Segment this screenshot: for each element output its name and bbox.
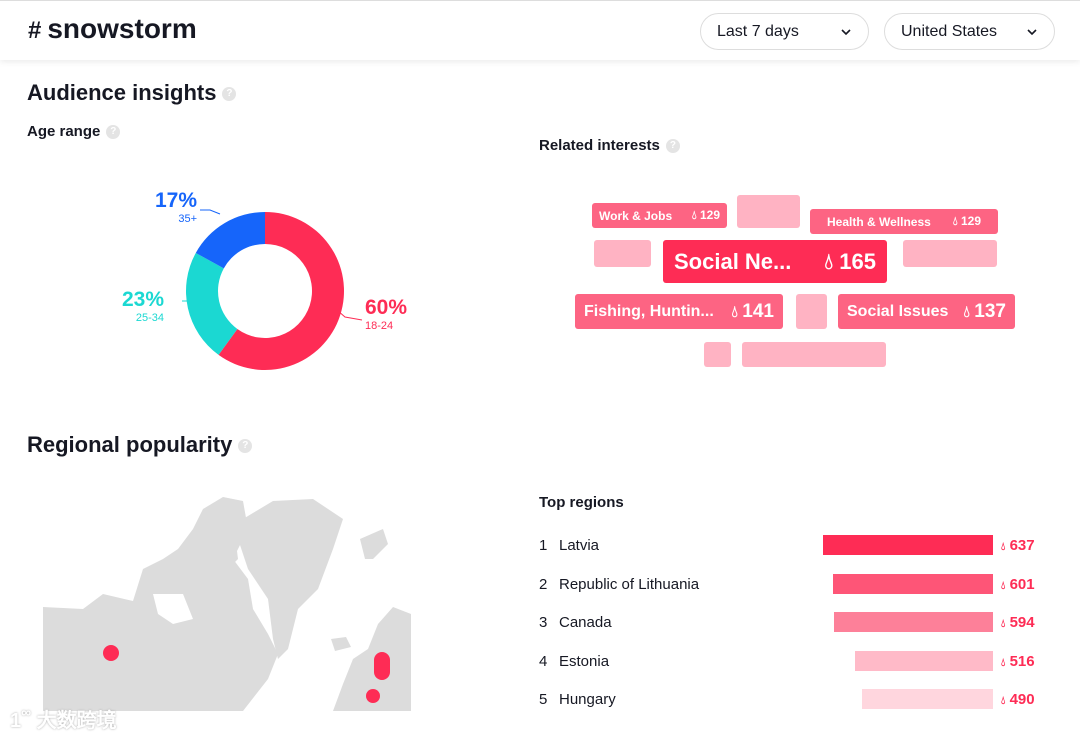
region-name: Republic of Lithuania [559,575,700,593]
region-bar [862,689,993,709]
age-donut-chart [182,209,363,370]
region-row[interactable]: 1 Latvia 💧︎ 637 [539,535,1049,557]
flame-icon: 💧︎ [691,208,697,222]
help-icon[interactable]: ? [106,125,121,140]
flame-icon: 💧︎ [1001,618,1006,630]
age-label: 25-34 [135,312,164,324]
region-value: 💧︎ 516 [1001,652,1035,670]
interest-tag[interactable]: Social Ne... 💧︎ 165 [663,240,887,283]
region-rank: 4 [539,652,548,670]
country-dropdown[interactable]: United States [884,13,1055,50]
region-marker-hungary[interactable] [366,689,380,703]
region-row[interactable]: 2 Republic of Lithuania 💧︎ 601 [539,573,1049,596]
region-bar [855,650,993,671]
placeholder-tag [704,342,731,367]
percent-label: 60% [365,296,408,319]
placeholder-tag [737,195,800,228]
leader-line [200,209,221,215]
age-label: 18-24 [365,320,394,332]
region-bar [832,573,993,594]
interest-tag[interactable]: Work & Jobs 💧︎ 129 [592,203,727,228]
donut-label: 17% 35+ [151,189,197,225]
header: # snowstorm Last 7 days United States [0,0,1080,60]
region-value: 💧︎ 490 [1001,691,1035,708]
region-row[interactable]: 4 Estonia 💧︎ 516 [539,650,1049,673]
flame-icon: 💧︎ [824,248,834,274]
region-value: 💧︎ 594 [1001,614,1035,631]
donut-slice-18-24[interactable] [218,212,344,370]
interest-tag[interactable]: Health & Wellness 💧︎ 129 [810,209,998,234]
audience-insights-heading: Audience insights? [27,80,237,106]
age-range-heading: Age range? [27,123,121,140]
region-marker-canada[interactable] [103,645,119,661]
region-rank: 1 [539,537,548,554]
region-value: 💧︎ 637 [1001,537,1035,554]
age-label: 35+ [178,213,197,225]
help-icon[interactable]: ? [238,439,253,454]
placeholder-tag [742,342,886,367]
world-map [43,497,411,711]
placeholder-tag [796,294,827,329]
help-icon[interactable]: ? [665,139,680,154]
chevron-down-icon [841,28,851,35]
regional-popularity-heading: Regional popularity? [27,432,253,458]
related-interests-heading: Related interests? [539,137,680,154]
percent-label: 17% [154,189,197,212]
flame-icon: 💧︎ [1001,656,1006,669]
flame-icon: 💧︎ [1001,579,1006,592]
donut-slice-35+[interactable] [195,212,265,269]
region-bar [834,612,993,632]
percent-label: 23% [121,288,164,311]
interest-tag[interactable]: Social Issues 💧︎ 137 [838,294,1015,329]
region-rank: 5 [539,691,548,708]
placeholder-tag [903,240,997,267]
flame-icon: 💧︎ [1001,695,1006,707]
region-row[interactable]: 3 Canada 💧︎ 594 [539,612,1049,634]
region-rank: 2 [539,575,548,593]
donut-label: 60% 18-24 [365,296,425,332]
region-row[interactable]: 5 Hungary 💧︎ 490 [539,689,1049,711]
flame-icon: 💧︎ [963,303,970,321]
top-regions-heading: Top regions [539,494,624,511]
donut-label: 23% 25-34 [112,288,164,324]
donut-slice-25-34[interactable] [186,252,238,355]
page-title: # snowstorm [28,13,197,44]
placeholder-tag [594,240,651,267]
region-name: Canada [559,614,612,631]
chevron-down-icon [1027,28,1037,35]
region-value: 💧︎ 601 [1001,575,1035,593]
region-name: Latvia [559,537,600,554]
leader-line [336,309,363,321]
flame-icon: 💧︎ [731,303,738,321]
region-name: Estonia [559,652,610,670]
region-marker-baltics[interactable] [374,652,390,680]
watermark-logo: 1∞ 大数跨境 [10,704,117,732]
region-name: Hungary [559,691,616,708]
region-rank: 3 [539,614,548,631]
region-bar [823,535,993,555]
period-dropdown[interactable]: Last 7 days [700,13,869,50]
help-icon[interactable]: ? [222,87,237,102]
interest-tag[interactable]: Fishing, Huntin... 💧︎ 141 [575,294,783,329]
flame-icon: 💧︎ [1001,541,1006,553]
flame-icon: 💧︎ [952,214,958,228]
map-land [43,497,411,711]
